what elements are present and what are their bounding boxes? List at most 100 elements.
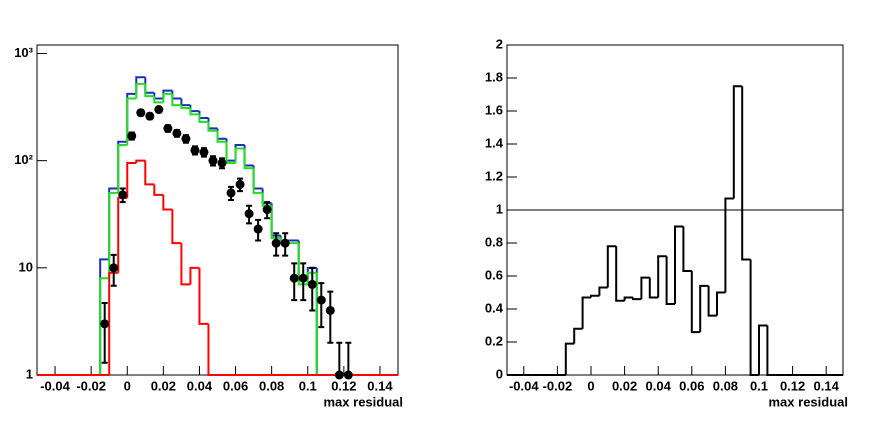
histogram-bin [180, 243, 191, 286]
x-tick-label: 0.08 [259, 378, 284, 393]
data-point [118, 190, 128, 200]
data-point [253, 224, 263, 234]
histogram-bin [573, 327, 583, 344]
error-bar [318, 282, 325, 329]
histogram-bin [690, 271, 701, 334]
data-point [325, 305, 335, 315]
histogram-bin [749, 259, 759, 376]
data-point [226, 188, 236, 198]
histogram-bin [108, 191, 119, 279]
y-tick-label: 0.4 [485, 300, 504, 315]
y-tick-label: 1.8 [485, 69, 503, 84]
y-tick-label: 1 [496, 201, 503, 216]
y-tick-label: 0 [496, 366, 503, 381]
histogram-bin [716, 291, 726, 316]
y-tick-label: 0.8 [485, 234, 503, 249]
x-tick-label: 0.1 [750, 378, 768, 393]
histogram-bin [590, 294, 600, 298]
y-tick-label: 1.4 [485, 135, 504, 150]
histogram-bin [126, 97, 137, 145]
x-tick-label: 0.14 [814, 378, 840, 393]
histogram-bin [632, 297, 642, 301]
histogram-bin [126, 162, 137, 198]
y-tick-label: 0.6 [485, 267, 503, 282]
histogram-bin [699, 284, 709, 333]
histogram-bin [270, 205, 281, 239]
data-point [154, 105, 164, 115]
histogram-bin [162, 92, 173, 103]
data-point [262, 205, 272, 215]
histogram-bin [707, 285, 717, 317]
histogram-bin [108, 271, 119, 375]
histogram-bin [682, 226, 692, 273]
x-tick-label: 0 [124, 378, 131, 393]
histogram-bin [162, 194, 173, 211]
x-tick-label: 0.02 [612, 378, 637, 393]
histogram-bin [598, 286, 608, 296]
histogram-bin [189, 266, 200, 285]
data-point [307, 279, 317, 289]
x-tick-label: 0.02 [151, 378, 176, 393]
histogram-bin [674, 225, 684, 305]
y-tick-label: 10 [19, 259, 33, 274]
data-point [109, 263, 119, 273]
x-tick-label: 0.12 [780, 378, 805, 393]
histogram-bin [117, 143, 128, 193]
error-bar [327, 290, 334, 344]
histogram-bin [135, 159, 146, 164]
histogram-bin [198, 114, 209, 123]
data-point [217, 158, 227, 168]
data-point [298, 273, 308, 283]
histogram-bin [153, 184, 164, 196]
y-tick-label: 0.2 [485, 333, 503, 348]
data-point [172, 128, 182, 138]
histogram-bin [198, 267, 209, 325]
x-tick-label: 0.08 [713, 378, 738, 393]
y-tick-label: 2 [496, 36, 503, 51]
histogram-bin [657, 255, 667, 298]
histogram-bin [623, 296, 633, 301]
data-point [343, 370, 353, 380]
histogram-bin [144, 83, 155, 98]
error-bar [309, 266, 316, 312]
plot-frame [36, 44, 399, 376]
x-tick-label: -0.04 [40, 378, 70, 393]
data-point [136, 108, 146, 118]
histogram-bin [135, 82, 146, 99]
histogram-bin [564, 342, 575, 375]
histogram-bin [180, 105, 191, 109]
x-tick-label: -0.02 [543, 378, 573, 393]
data-point [208, 156, 218, 166]
data-point [244, 209, 254, 219]
x-tick-label: -0.02 [76, 378, 106, 393]
x-tick-label: 0.04 [646, 378, 672, 393]
data-point [316, 295, 326, 305]
x-tick-label: 0.12 [331, 378, 356, 393]
error-bar [101, 301, 108, 364]
y-tick-label: 10³ [14, 45, 33, 60]
data-point [127, 131, 137, 141]
histogram-bin [581, 296, 591, 329]
data-point [289, 273, 299, 283]
data-point [199, 147, 209, 157]
histogram-bin [171, 209, 182, 245]
histogram-bin [665, 256, 675, 306]
histogram-bin [189, 107, 200, 116]
data-point [181, 134, 191, 144]
histogram-bin [153, 96, 164, 104]
y-tick-label: 1.2 [485, 168, 503, 183]
x-tick-label: 0.06 [223, 378, 248, 393]
histogram-bin [648, 277, 659, 299]
x-tick-label: 0.04 [187, 378, 213, 393]
histogram-bin [766, 325, 776, 376]
data-point [145, 111, 155, 121]
histogram-bin [207, 121, 218, 132]
y-tick-label: 1.6 [485, 102, 503, 117]
histogram-bin [640, 276, 650, 300]
histogram-bin [758, 324, 768, 375]
data-point [271, 238, 281, 248]
histogram-bin [171, 93, 182, 107]
x-tick-label: 0.1 [299, 378, 317, 393]
data-point [334, 370, 344, 380]
histogram-bin [216, 130, 227, 143]
